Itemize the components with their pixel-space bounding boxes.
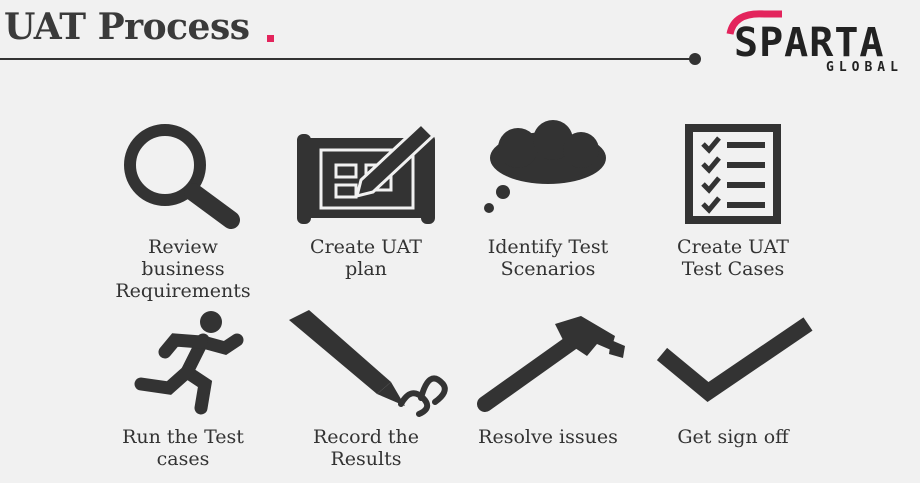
step-label: Run the Test cases [122,426,244,470]
step-label: Get sign off [677,426,789,448]
logo-sub: GLOBAL [826,60,903,75]
step-record-results: Record the Results [276,310,456,470]
step-create-plan: Create UAT plan [276,120,456,280]
running-person-icon [134,311,244,415]
step-create-test-cases: Create UAT Test Cases [643,120,823,280]
company-logo: SPARTA GLOBAL [724,8,920,80]
magnifier-icon [124,124,240,229]
checklist-icon [685,124,781,224]
title-accent-dot [267,35,274,42]
hammer-icon [477,316,625,412]
header-divider-end [689,53,701,65]
step-run-tests: Run the Test cases [93,310,273,470]
page-title: UAT Process [4,6,250,48]
step-sign-off: Get sign off [643,310,823,448]
step-label: Identify Test Scenarios [487,236,609,280]
checkmark-icon [656,317,813,402]
step-label: Create UAT Test Cases [677,236,789,280]
step-resolve-issues: Resolve issues [458,310,638,448]
thought-cloud-icon [484,120,606,213]
step-identify-scenarios: Identify Test Scenarios [458,120,638,280]
step-label: Record the Results [312,426,420,470]
fountain-pen-icon [289,310,448,417]
step-review-requirements: Review business Requirements [93,120,273,302]
logo-arc-icon [726,10,782,35]
step-label: Create UAT plan [310,236,422,280]
header-divider [0,58,695,60]
blueprint-pencil-icon [297,121,436,224]
logo-word: SPARTA [734,20,885,66]
step-label: Review business Requirements [115,236,251,302]
step-label: Resolve issues [478,426,618,448]
